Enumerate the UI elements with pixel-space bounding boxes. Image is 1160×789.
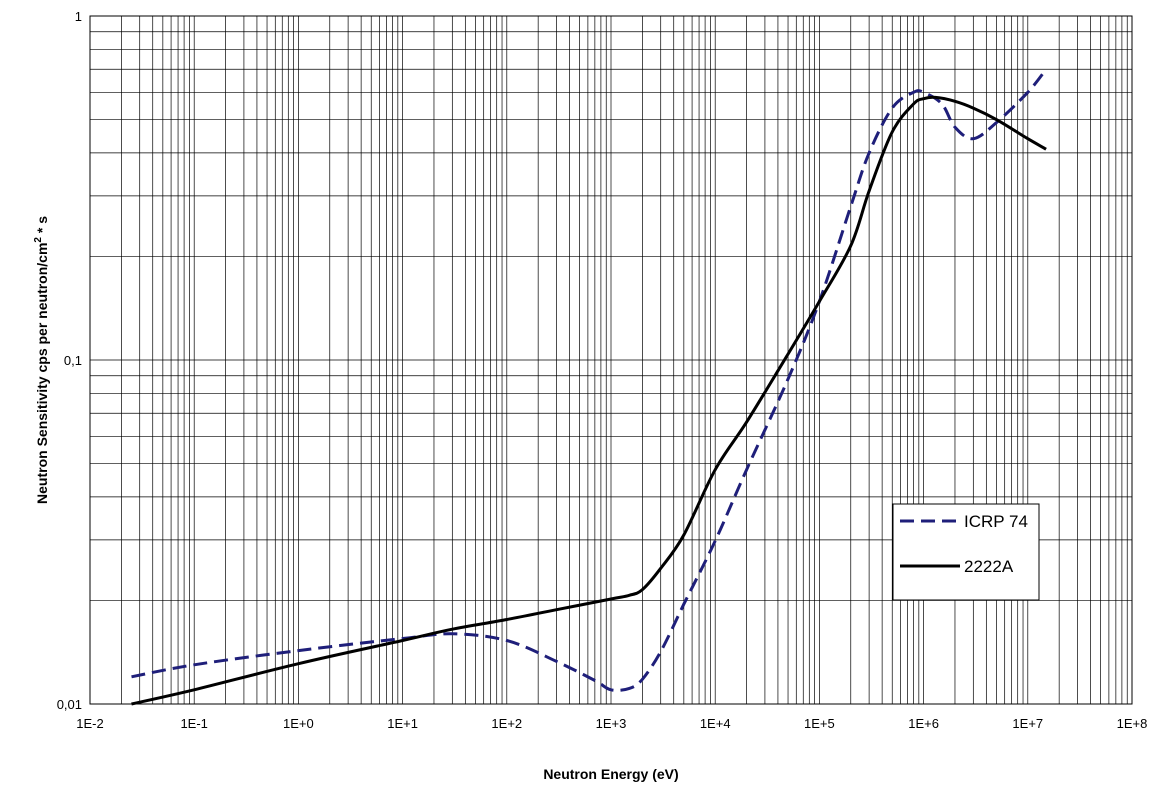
series-line-icrp-74 (131, 68, 1048, 692)
y-axis-title-tail: * s (34, 216, 50, 237)
y-tick-label: 0,1 (64, 353, 82, 368)
y-axis-title-main: Neutron Sensitivity cps per neutron/cm (34, 243, 50, 504)
plot-frame (89, 15, 1133, 705)
series-group (131, 68, 1048, 706)
x-tick-label: 1E+8 (1117, 716, 1148, 731)
legend: ICRP 74 2222A (892, 503, 1040, 601)
series-line-2222a (131, 95, 1047, 706)
x-tick-label: 1E+0 (283, 716, 314, 731)
y-tick-labels: 0,01 0,1 1 (57, 9, 82, 712)
legend-label-icrp74: ICRP 74 (964, 512, 1028, 531)
x-tick-label: 1E-1 (180, 716, 207, 731)
x-tick-label: 1E+7 (1012, 716, 1043, 731)
y-tick-label: 1 (75, 9, 82, 24)
x-tick-label: 1E+2 (491, 716, 522, 731)
x-tick-label: 1E-2 (76, 716, 103, 731)
y-axis-title-superscript: 2 (33, 237, 44, 243)
x-tick-label: 1E+1 (387, 716, 418, 731)
x-tick-label: 1E+4 (700, 716, 731, 731)
x-tick-label: 1E+5 (804, 716, 835, 731)
grid (90, 16, 1132, 704)
x-tick-label: 1E+3 (596, 716, 627, 731)
legend-label-2222a: 2222A (964, 557, 1014, 576)
y-tick-label: 0,01 (57, 697, 82, 712)
x-axis-title: Neutron Energy (eV) (543, 766, 678, 782)
x-tick-labels: 1E-2 1E-1 1E+0 1E+1 1E+2 1E+3 1E+4 1E+5 1E+6 1E+7… (76, 716, 1147, 731)
x-tick-label: 1E+6 (908, 716, 939, 731)
legend-box (892, 503, 1040, 601)
y-axis-title: Neutron Sensitivity cps per neutron/cm2 … (33, 216, 50, 504)
